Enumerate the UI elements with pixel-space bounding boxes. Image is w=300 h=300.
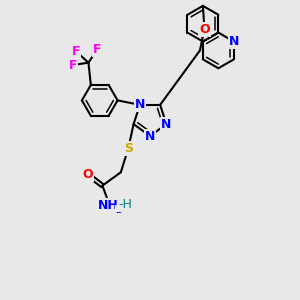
Text: S: S: [124, 142, 133, 155]
Text: F: F: [69, 58, 77, 71]
Text: O: O: [82, 168, 93, 181]
Text: O: O: [199, 22, 210, 35]
Text: N: N: [135, 98, 145, 111]
Text: -H: -H: [118, 198, 132, 211]
Text: 2: 2: [116, 205, 122, 215]
Text: N: N: [145, 130, 155, 142]
Text: F: F: [72, 45, 80, 58]
Text: N: N: [161, 118, 172, 130]
Text: F: F: [93, 43, 102, 56]
Text: NH: NH: [98, 200, 119, 212]
Text: N: N: [229, 35, 239, 48]
